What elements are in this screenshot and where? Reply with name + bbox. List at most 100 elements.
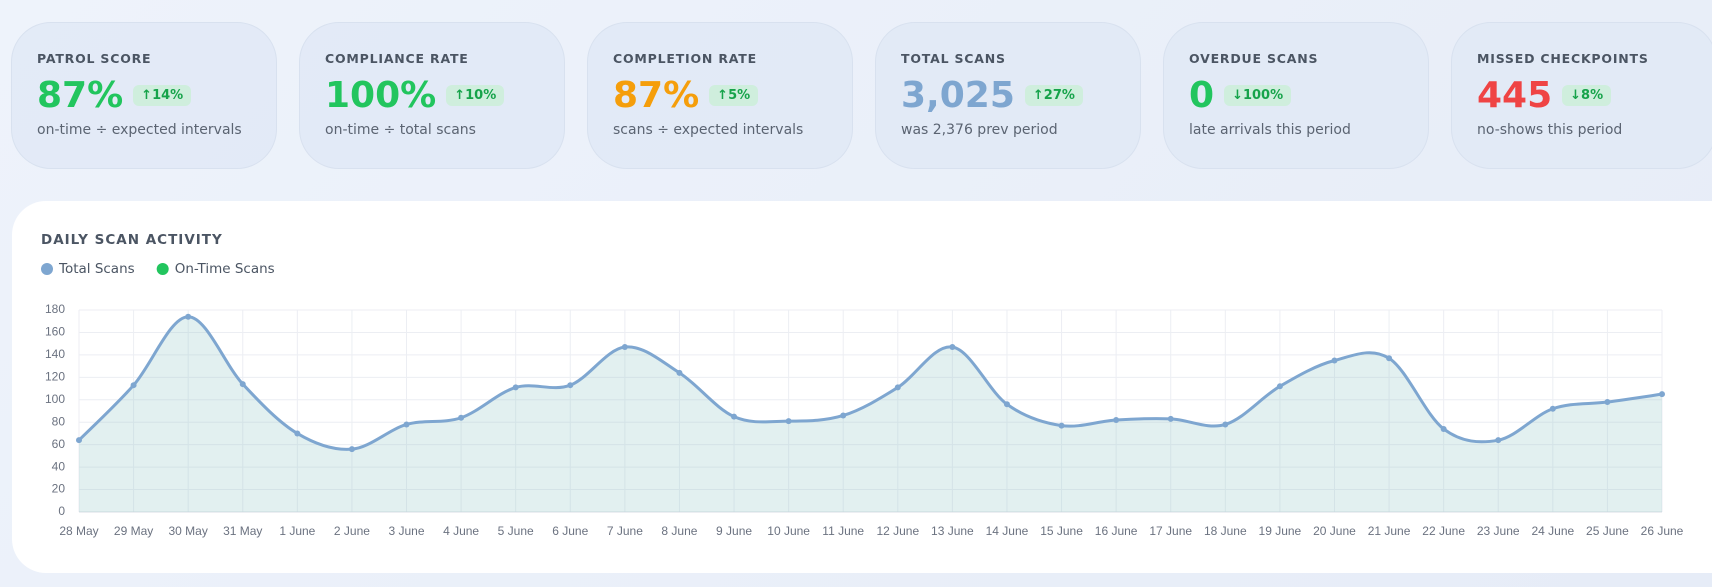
kpi-value: 3,025 <box>901 74 1015 116</box>
chart-title: DAILY SCAN ACTIVITY <box>41 232 223 248</box>
point <box>403 421 410 428</box>
point <box>512 384 519 391</box>
kpi-card: COMPLETION RATE 87% ↑5% scans ÷ expected in… <box>587 22 853 169</box>
kpi-label: TOTAL SCANS <box>901 51 1006 66</box>
kpi-note: no-shows this period <box>1477 122 1623 138</box>
chart-panel <box>12 201 1712 573</box>
point <box>949 344 956 351</box>
kpi-badge: ↓8% <box>1562 84 1612 106</box>
y-tick-label: 0 <box>58 504 65 518</box>
x-tick-label: 13 June <box>931 524 974 538</box>
kpi-value: 87% <box>37 74 124 116</box>
x-tick-label: 16 June <box>1095 524 1138 538</box>
kpi-label: PATROL SCORE <box>37 51 152 66</box>
x-tick-label: 17 June <box>1149 524 1192 538</box>
kpi-row: 0 ↓100% <box>1189 74 1428 116</box>
point <box>76 437 82 444</box>
point <box>458 414 465 421</box>
x-tick-label: 6 June <box>552 524 588 538</box>
kpi-card: OVERDUE SCANS 0 ↓100% late arrivals this pe… <box>1163 22 1429 169</box>
kpi-note: was 2,376 prev period <box>901 122 1058 138</box>
x-tick-label: 23 June <box>1477 524 1520 538</box>
x-tick-label: 15 June <box>1040 524 1083 538</box>
kpi-value: 445 <box>1477 74 1553 116</box>
point <box>731 413 738 420</box>
kpi-note: late arrivals this period <box>1189 122 1351 138</box>
kpi-card: MISSED CHECKPOINTS 445 ↓8% no-shows this pe… <box>1451 22 1712 169</box>
x-tick-label: 3 June <box>389 524 425 538</box>
kpi-row: 445 ↓8% <box>1477 74 1712 116</box>
point <box>785 418 792 425</box>
kpi-value: 87% <box>613 74 700 116</box>
point <box>130 382 137 389</box>
point <box>1113 416 1120 423</box>
kpi-card: COMPLIANCE RATE 100% ↑10% on-time ÷ total s… <box>299 22 565 169</box>
line <box>77 315 1663 451</box>
kpi-label: COMPLIANCE RATE <box>325 51 469 66</box>
x-tick-label: 25 June <box>1586 524 1629 538</box>
point <box>1276 383 1283 390</box>
y-tick-label: 120 <box>45 370 65 384</box>
kpi-badge: ↑27% <box>1024 84 1083 106</box>
x-tick-label: 26 June <box>1641 524 1684 538</box>
x-tick-label: 28 May <box>59 524 98 538</box>
x-tick-label: 20 June <box>1313 524 1356 538</box>
x-tick-label: 10 June <box>767 524 810 538</box>
kpi-label: COMPLETION RATE <box>613 51 757 66</box>
kpi-row: 3,025 ↑27% <box>901 74 1140 116</box>
point <box>1167 415 1174 422</box>
y-tick-label: 140 <box>45 347 65 361</box>
y-tick-label: 100 <box>45 392 65 406</box>
kpi-row: 87% ↑5% <box>613 74 852 116</box>
kpi-badge: ↑10% <box>446 84 505 106</box>
x-tick-label: 29 May <box>114 524 153 538</box>
point <box>239 381 246 388</box>
kpi-badge: ↓100% <box>1224 84 1292 106</box>
point <box>1331 357 1338 364</box>
legend-label: On-Time Scans <box>175 261 275 277</box>
x-tick-label: 5 June <box>498 524 534 538</box>
y-tick-label: 20 <box>52 482 66 496</box>
x-tick-label: 30 May <box>168 524 207 538</box>
kpi-value: 100% <box>325 74 437 116</box>
x-tick-label: 7 June <box>607 524 643 538</box>
point <box>1440 425 1447 432</box>
x-tick-label: 12 June <box>876 524 919 538</box>
x-tick-label: 14 June <box>986 524 1029 538</box>
point <box>676 369 683 376</box>
point <box>1058 422 1065 429</box>
kpi-value: 0 <box>1189 74 1215 116</box>
x-tick-label: 18 June <box>1204 524 1247 538</box>
kpi-row: 87% ↑14% <box>37 74 276 116</box>
x-tick-label: 24 June <box>1531 524 1574 538</box>
point <box>621 344 628 351</box>
kpi-badge: ↑5% <box>709 84 759 106</box>
point <box>1003 401 1010 408</box>
legend-label: Total Scans <box>58 261 135 277</box>
x-tick-label: 2 June <box>334 524 370 538</box>
area <box>79 316 1662 512</box>
point <box>567 382 574 389</box>
y-tick-label: 60 <box>52 437 66 451</box>
y-tick-label: 160 <box>45 325 65 339</box>
kpi-card: PATROL SCORE 87% ↑14% on-time ÷ expected in… <box>11 22 277 169</box>
x-tick-label: 1 June <box>279 524 315 538</box>
x-tick-label: 11 June <box>822 524 864 538</box>
legend-swatch <box>41 263 53 275</box>
x-tick-label: 31 May <box>223 524 262 538</box>
point <box>185 313 192 320</box>
point <box>1386 355 1393 362</box>
point <box>1495 437 1502 444</box>
legend-swatch <box>156 263 169 275</box>
point <box>294 430 301 437</box>
point <box>840 412 847 419</box>
y-tick-label: 180 <box>45 302 65 316</box>
kpi-note: on-time ÷ expected intervals <box>37 122 242 138</box>
point <box>1604 399 1611 406</box>
point <box>348 446 355 453</box>
kpi-row: 100% ↑10% <box>325 74 564 116</box>
x-tick-label: 22 June <box>1422 524 1465 538</box>
point <box>894 384 901 391</box>
